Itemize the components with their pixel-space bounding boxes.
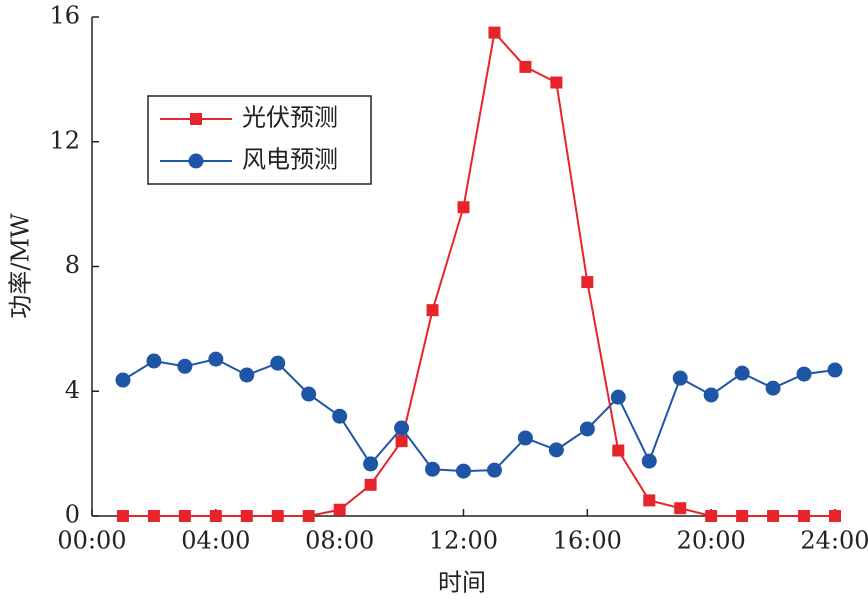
point [581,276,594,289]
point [116,510,129,522]
point [579,421,595,437]
point [734,365,750,381]
point [674,502,687,515]
point [765,380,781,396]
point [177,358,193,374]
point [641,453,657,469]
point [178,510,191,522]
legend-label: 风电预测 [242,146,338,174]
point [209,510,222,522]
point [519,60,532,73]
point [115,372,131,388]
x-tick-label: 12:00 [429,527,498,555]
point [517,430,533,446]
point [550,76,563,89]
legend-label: 光伏预测 [242,104,338,132]
point [796,366,812,382]
point [829,510,841,522]
point [705,510,718,522]
y-tick-label: 4 [65,376,80,404]
point [456,463,471,479]
point [672,370,688,386]
point [643,494,656,507]
point [239,367,255,383]
point [333,503,346,516]
point [703,387,719,403]
x-tick-label: 24:00 [800,527,868,555]
x-tick-label: 00:00 [57,527,126,555]
point [208,351,224,367]
y-tick-label: 0 [65,501,80,529]
legend-marker [190,113,202,125]
point [827,362,843,378]
point [798,510,811,522]
y-axis-label: 功率/MW [7,213,35,319]
line [122,358,836,473]
point [240,510,253,522]
point [548,442,564,458]
point [394,420,410,436]
y-tick-label: 8 [65,251,80,279]
legend [147,95,372,185]
point [363,456,379,472]
point [457,201,470,214]
y-tick-label: 12 [49,126,80,154]
point [486,462,502,478]
point [488,26,501,39]
x-axis-label: 时间 [438,569,486,597]
point [147,510,160,522]
point [271,510,284,522]
point [425,461,441,477]
x-tick-label: 20:00 [677,527,746,555]
legend-marker [188,153,204,169]
x-tick-label: 08:00 [305,527,374,555]
point [610,389,626,405]
point [270,355,286,371]
point [767,510,780,522]
point [302,510,315,522]
point [301,386,317,402]
y-tick-label: 16 [49,2,80,30]
point [612,444,625,457]
point [736,510,749,522]
point [332,408,348,424]
point [364,478,377,491]
point [426,304,439,317]
x-tick-label: 04:00 [181,527,250,555]
point [146,353,162,369]
point [395,435,408,448]
x-tick-label: 16:00 [553,527,622,555]
